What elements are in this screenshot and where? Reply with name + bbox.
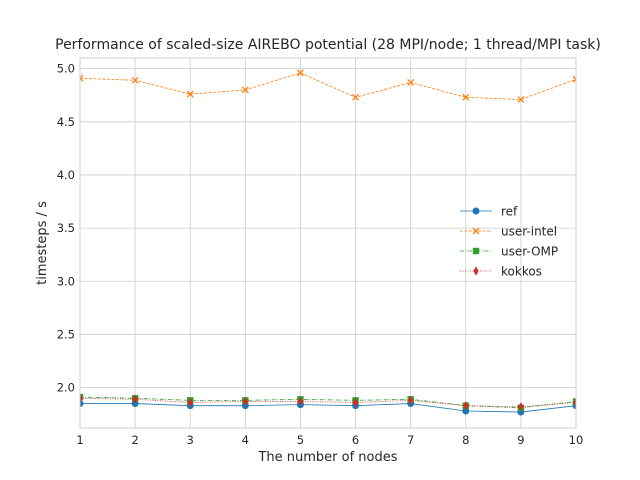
data-point-user-intel <box>352 93 360 101</box>
data-point-ref <box>462 407 470 415</box>
data-point-kokkos <box>132 394 138 404</box>
grid <box>79 58 577 428</box>
legend-entry-user-OMP: user-OMP <box>501 245 558 259</box>
y-tick-label: 2.0 <box>57 381 75 395</box>
data-point-user-intel <box>296 69 304 77</box>
series-line-user-OMP <box>80 396 576 409</box>
x-tick-label: 2 <box>131 433 138 447</box>
series-line-kokkos <box>80 397 576 408</box>
data-point-user-intel <box>572 75 576 83</box>
y-tick-label: 2.5 <box>57 327 75 341</box>
legend-marker <box>473 266 479 276</box>
data-point-kokkos <box>463 401 469 411</box>
data-point-kokkos <box>408 395 414 405</box>
x-axis-label: The number of nodes <box>257 450 397 465</box>
data-point-user-intel <box>131 76 139 84</box>
x-tick-label: 6 <box>352 433 359 447</box>
data-point-user-intel <box>80 74 84 82</box>
data-point-ref <box>80 400 84 408</box>
x-tick-label: 1 <box>76 433 83 447</box>
legend-marker <box>472 247 480 255</box>
data-point-kokkos <box>518 402 524 412</box>
data-point-kokkos <box>297 396 304 407</box>
data-point-kokkos <box>187 397 193 408</box>
data-point-kokkos <box>242 396 248 407</box>
series-line-ref <box>80 403 576 413</box>
x-tick-label: 10 <box>569 433 584 447</box>
series-group <box>80 69 576 416</box>
legend-entry-kokkos: kokkos <box>501 265 542 279</box>
y-tick-label: 5.0 <box>57 62 75 76</box>
series-lines <box>80 69 576 416</box>
data-point-user-intel <box>186 90 194 98</box>
tick-labels: 1 2 3 4 5 6 7 8 9 10 2.0 2.5 3.0 3.5 4.0 4.5 5.0 <box>57 62 584 447</box>
x-tick-label: 4 <box>242 433 249 447</box>
series-line-user-intel <box>80 72 576 100</box>
data-point-user-intel <box>407 78 415 86</box>
plot-frame <box>79 57 577 429</box>
legend-marker <box>472 227 480 235</box>
data-point-kokkos <box>573 397 576 408</box>
y-tick-label: 3.0 <box>57 274 75 288</box>
legend-marker <box>472 207 480 215</box>
data-point-kokkos <box>80 393 83 403</box>
legend-entry-ref: ref <box>501 205 518 219</box>
chart-title: Performance of scaled-size AIREBO potent… <box>55 37 601 53</box>
data-point-user-intel <box>517 96 525 103</box>
data-point-kokkos <box>352 397 359 408</box>
x-tick-label: 9 <box>517 433 524 447</box>
y-tick-label: 4.0 <box>57 168 75 182</box>
legend: ref user-intel user-OMP kokkos <box>460 205 558 279</box>
data-point-user-intel <box>241 86 249 94</box>
x-tick-label: 7 <box>407 433 414 447</box>
x-tick-label: 8 <box>462 433 469 447</box>
legend-entry-user-intel: user-intel <box>501 225 557 239</box>
y-tick-label: 4.5 <box>57 115 75 129</box>
y-tick-label: 3.5 <box>57 221 75 235</box>
x-tick-label: 3 <box>187 433 194 447</box>
data-point-user-intel <box>462 93 470 101</box>
x-tick-label: 5 <box>297 433 304 447</box>
y-axis-label: timesteps / s <box>35 201 50 285</box>
